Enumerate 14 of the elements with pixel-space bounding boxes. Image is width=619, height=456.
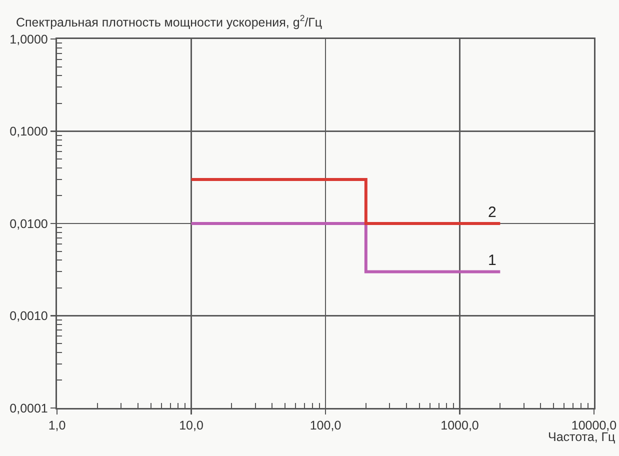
x-tick-label: 10,0 [179,418,204,433]
y-tick-label: 1,0000 [10,32,48,46]
y-tick-label: 0,0001 [10,401,48,416]
y-tick-label: 0,0010 [10,309,48,324]
series-label: 1 [488,252,496,269]
x-axis-title: Частота, Гц [548,430,616,444]
series-label: 2 [488,204,496,221]
x-tick-label: 1000,0 [440,418,479,433]
x-tick-label: 10000,0 [571,418,617,433]
y-tick-label: 0,0100 [10,216,48,231]
y-tick-label: 0,1000 [10,124,48,139]
x-tick-label: 1,0 [48,418,66,433]
y-axis-title: Спектральная плотность мощности ускорения, g$^{2}$/Гц [16,13,322,30]
x-tick-label: 100,0 [310,418,342,433]
